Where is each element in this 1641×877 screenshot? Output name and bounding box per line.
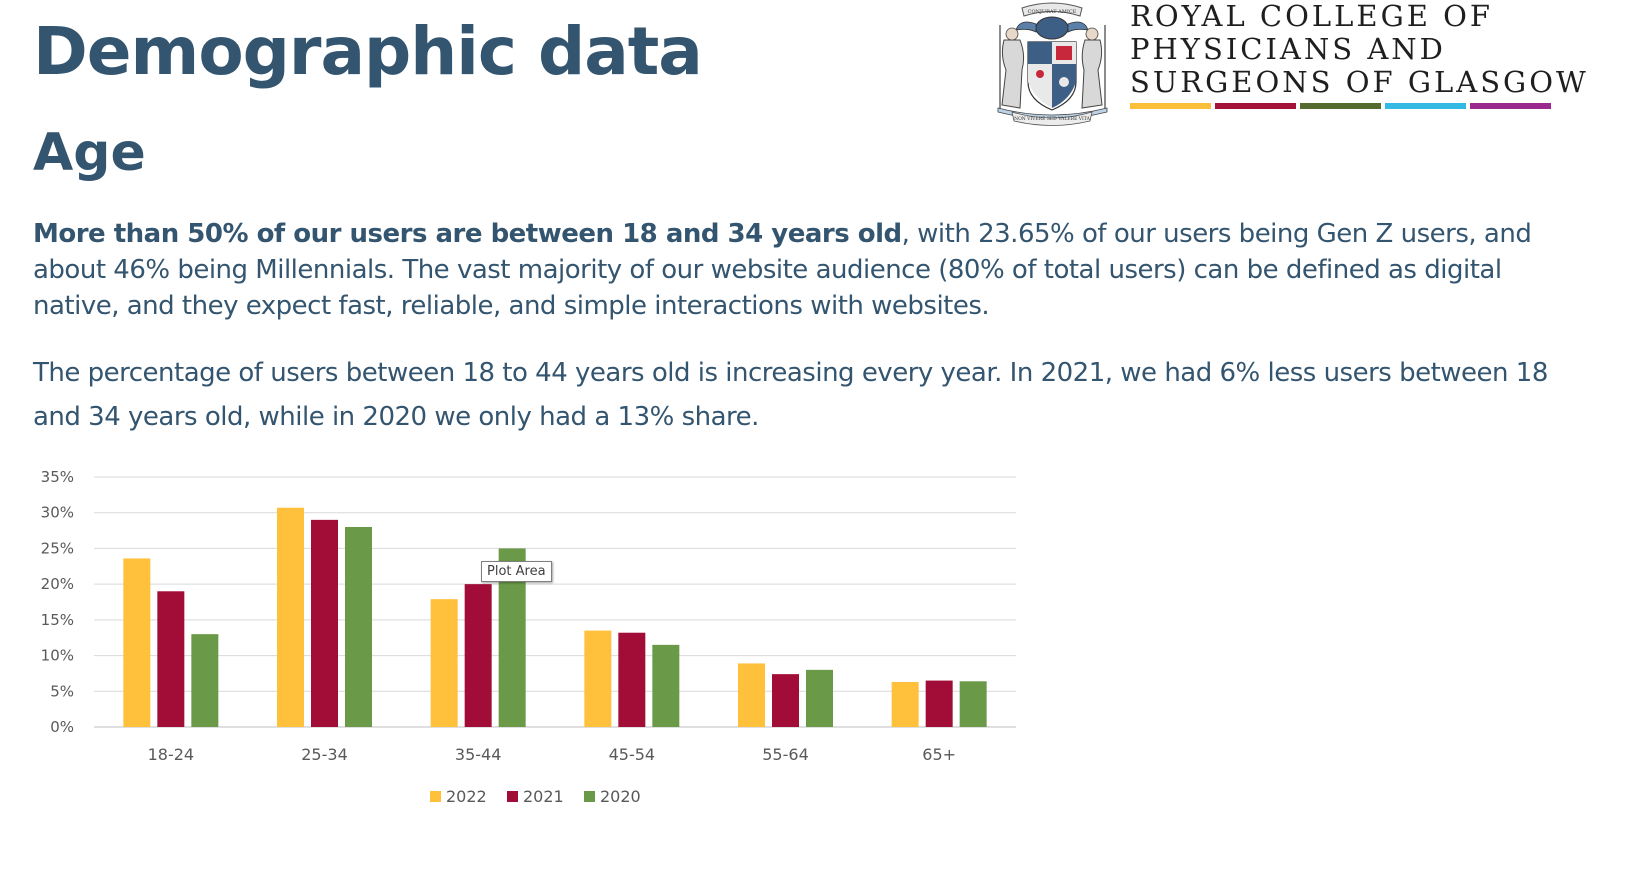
logo-bar-purple — [1470, 103, 1551, 109]
y-tick-label: 10% — [41, 647, 74, 665]
page-title: Demographic data — [33, 13, 703, 90]
y-tick-label: 0% — [50, 718, 74, 736]
bar — [891, 682, 919, 727]
college-name-line-3: SURGEONS OF GLASGOW — [1130, 65, 1589, 99]
bar — [584, 630, 612, 727]
college-name-line-2: PHYSICIANS AND — [1130, 32, 1446, 66]
y-tick-label: 5% — [50, 682, 74, 700]
bar — [430, 599, 458, 727]
bar — [652, 644, 680, 727]
x-tick-label: 55-64 — [762, 745, 809, 764]
plot-area-tooltip: Plot Area — [481, 561, 552, 582]
bar — [277, 507, 304, 727]
x-tick-label: 18-24 — [148, 745, 195, 764]
bar — [959, 681, 987, 727]
bar — [618, 632, 646, 727]
legend-swatch — [430, 791, 441, 802]
logo-bar-crimson — [1215, 103, 1296, 109]
college-name: ROYAL COLLEGE OF PHYSICIANS AND SURGEONS… — [1130, 0, 1589, 99]
bar — [157, 591, 185, 727]
y-tick-label: 25% — [41, 539, 74, 557]
college-name-line-1: ROYAL COLLEGE OF — [1130, 0, 1494, 33]
x-tick-label: 35-44 — [455, 745, 502, 764]
college-logo: CONJURAT AMICE NON VIVERE SED VALERE VIT… — [990, 0, 1630, 130]
crest-icon: CONJURAT AMICE NON VIVERE SED VALERE VIT… — [997, 2, 1108, 126]
bar — [191, 634, 219, 727]
x-tick-label: 45-54 — [609, 745, 656, 764]
legend-swatch — [507, 791, 518, 802]
bar — [123, 558, 151, 727]
bar — [311, 519, 338, 727]
x-tick-label: 25-34 — [301, 745, 348, 764]
logo-bar-cyan — [1385, 103, 1466, 109]
crest-motto-top: CONJURAT AMICE — [1028, 9, 1077, 15]
y-tick-label: 15% — [41, 611, 74, 629]
trend-paragraph: The percentage of users between 18 to 44… — [33, 358, 1548, 432]
bar — [925, 680, 953, 727]
bar — [738, 663, 765, 727]
legend-label: 2021 — [523, 787, 564, 806]
bar — [772, 674, 799, 727]
logo-color-bars — [1130, 103, 1551, 109]
intro-paragraph: More than 50% of our users are between 1… — [33, 216, 1593, 324]
bar — [464, 584, 492, 727]
legend-label: 2020 — [600, 787, 641, 806]
logo-bar-green — [1300, 103, 1381, 109]
y-tick-label: 20% — [41, 575, 74, 593]
legend-swatch — [584, 791, 595, 802]
bar — [806, 669, 833, 727]
y-tick-label: 30% — [41, 504, 74, 522]
x-tick-label: 65+ — [922, 745, 956, 764]
section-title: Age — [33, 123, 146, 183]
crest-motto-bottom: NON VIVERE SED VALERE VITA — [1014, 116, 1090, 122]
bar — [345, 527, 372, 727]
intro-bold-text: More than 50% of our users are between 1… — [33, 219, 902, 249]
y-tick-label: 35% — [41, 468, 74, 486]
legend-label: 2022 — [446, 787, 487, 806]
age-bar-chart[interactable]: 0% 5% 10% 15% 20% 25% 30% 35% 18-24 25-34 35-44 45-… — [20, 455, 1040, 825]
logo-bar-yellow — [1130, 103, 1211, 109]
intro-rest-text: , with 23.65% of our users being Gen Z u… — [33, 219, 1532, 321]
